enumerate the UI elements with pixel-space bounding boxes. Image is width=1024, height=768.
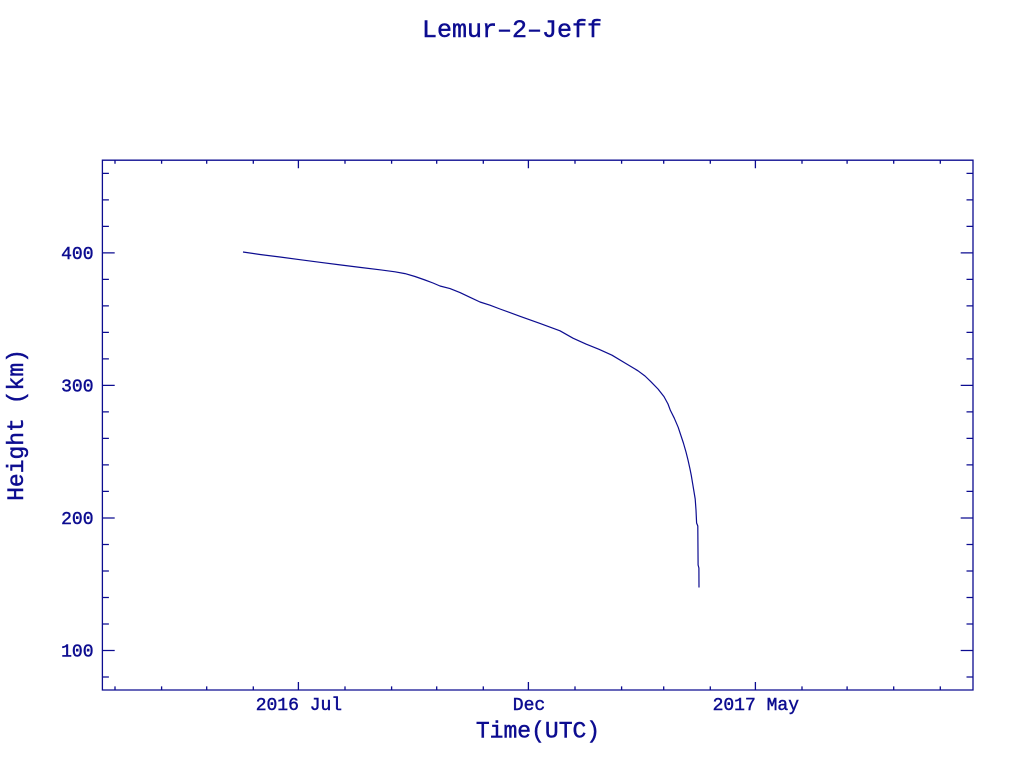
- svg-text:2016 Jul: 2016 Jul: [256, 696, 342, 716]
- svg-text:400: 400: [61, 245, 93, 265]
- svg-text:300: 300: [61, 377, 93, 397]
- svg-text:Time(UTC): Time(UTC): [476, 719, 600, 745]
- svg-text:100: 100: [61, 642, 93, 662]
- svg-text:Lemur–2–Jeff: Lemur–2–Jeff: [422, 16, 602, 45]
- svg-text:Dec: Dec: [513, 696, 545, 716]
- svg-text:2017 May: 2017 May: [713, 696, 800, 716]
- svg-text:200: 200: [61, 510, 93, 530]
- svg-text:Height (km): Height (km): [4, 349, 30, 501]
